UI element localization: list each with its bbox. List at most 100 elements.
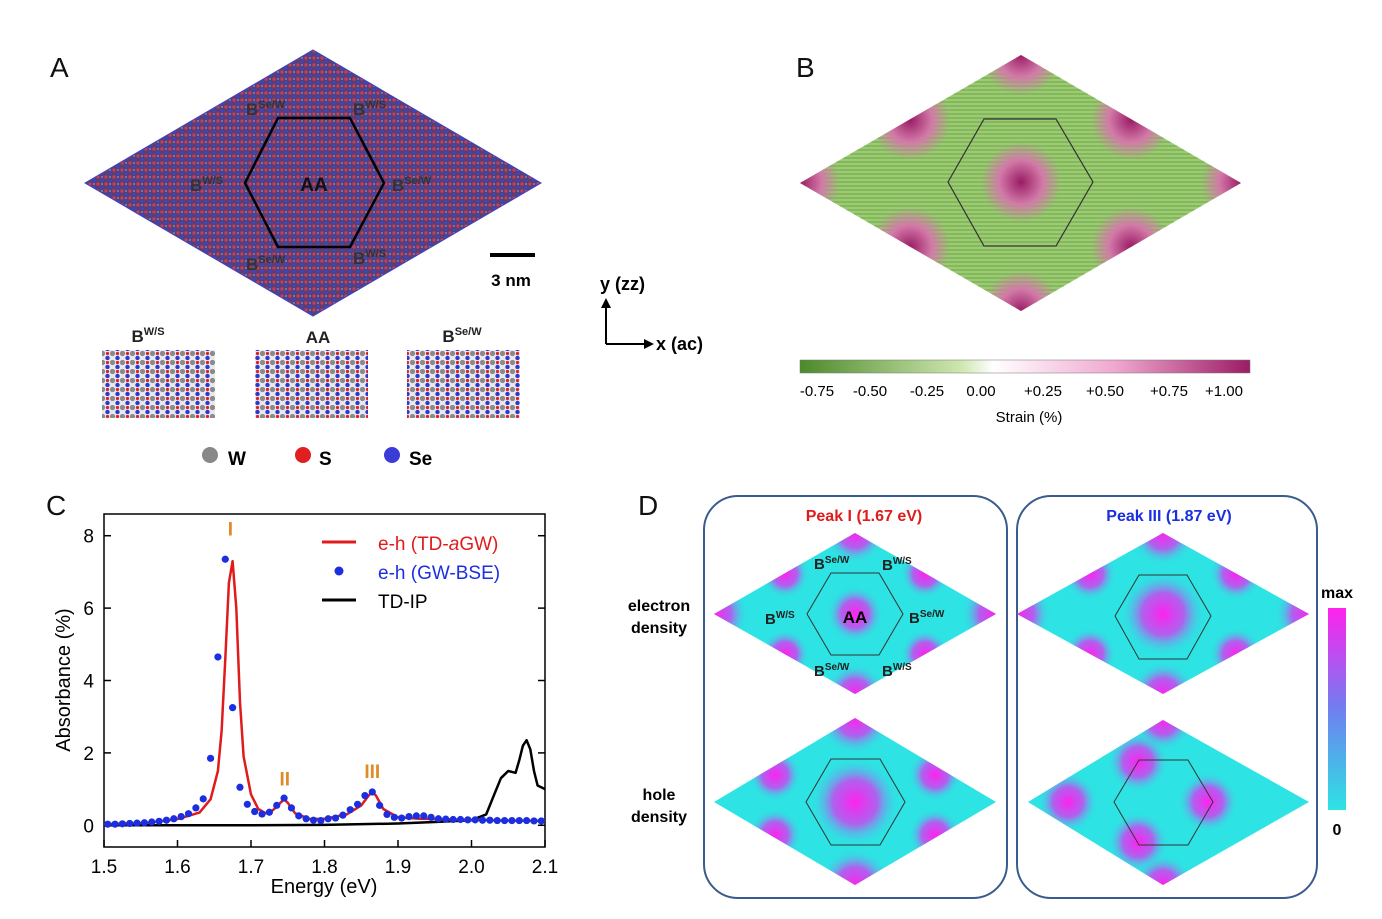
legend-dot-s	[295, 447, 311, 463]
x-tick-label: 1.7	[238, 857, 264, 878]
d-site-right: BSe/W	[909, 609, 945, 627]
series-point-gwbse	[464, 816, 472, 824]
hexagon-hole-peak-i	[805, 758, 906, 846]
d-site-bottom-left: BSe/W	[814, 662, 850, 680]
series-line-tdip	[104, 738, 546, 827]
strain-colorbar-label: Strain (%)	[996, 409, 1063, 426]
x-tick-label: 1.8	[311, 857, 337, 878]
density-colorbar	[1328, 608, 1346, 810]
series-point-gwbse	[251, 807, 259, 816]
series-point-gwbse	[420, 812, 428, 820]
series-point-gwbse	[383, 810, 391, 819]
series-point-gwbse	[471, 816, 479, 824]
peak-i-frame	[703, 495, 1008, 899]
chart-ylabel: Absorbance (%)	[53, 608, 75, 751]
series-point-gwbse	[148, 818, 156, 826]
strain-map-figure: -0.75 -0.50 -0.25 0.00 +0.25 +0.50 +0.75…	[799, 55, 1251, 426]
series-point-gwbse	[221, 555, 229, 563]
series-point-gwbse	[331, 814, 340, 822]
axis-x-label: x (ac)	[656, 334, 703, 354]
inset-structure-aa	[255, 350, 368, 418]
series-point-gwbse	[486, 816, 494, 824]
y-tick-label: 8	[83, 527, 94, 548]
row-label-electron-1: electron	[628, 598, 690, 615]
series-point-gwbse	[265, 808, 273, 816]
series-point-gwbse	[442, 815, 450, 823]
series-point-gwbse	[412, 812, 420, 820]
series-point-gwbse	[537, 817, 545, 825]
row-label-hole-2: density	[631, 809, 687, 826]
series-point-gwbse	[243, 800, 251, 808]
peak-iii-title: Peak III (1.87 eV)	[1106, 508, 1231, 525]
x-tick-label: 1.6	[164, 857, 190, 878]
moire-lattice-figure: AA BSe/W BW/S BW/S BSe/W BSe/W BW/S 3 nm…	[84, 49, 542, 470]
strain-tick-6: +0.75	[1150, 383, 1188, 400]
legend-label-s: S	[319, 449, 332, 470]
panel-label-d: D	[638, 490, 659, 521]
strain-tick-1: -0.50	[853, 383, 887, 400]
strain-tick-0: -0.75	[800, 383, 834, 400]
series-point-gwbse	[449, 815, 457, 824]
inset-structure-sew	[407, 350, 520, 418]
moire-hexagon	[243, 116, 386, 249]
axis-y-label: y (zz)	[600, 274, 645, 294]
peak-annotation: III	[364, 762, 380, 783]
strain-hexagon	[947, 118, 1094, 247]
series-point-gwbse	[523, 816, 531, 825]
x-tick-label: 2.1	[532, 857, 558, 878]
series-point-gwbse	[456, 815, 465, 824]
hexagon-electron-peak-i	[806, 572, 904, 656]
series-point-gwbse	[508, 816, 516, 825]
d-site-aa: AA	[843, 608, 868, 627]
panel-label-b: B	[796, 52, 815, 83]
series-point-gwbse	[236, 783, 244, 791]
legend-label-w: W	[228, 449, 246, 470]
series-point-gwbse	[530, 817, 538, 825]
series-point-gwbse	[170, 815, 178, 823]
legend-label-gwbse: e-h (GW-BSE)	[378, 563, 500, 584]
series-point-gwbse	[192, 804, 200, 812]
row-label-hole-1: hole	[643, 787, 676, 804]
series-point-gwbse	[229, 704, 237, 712]
series-point-gwbse	[214, 653, 222, 661]
panel-label-a: A	[50, 52, 69, 83]
series-point-gwbse	[273, 801, 281, 809]
map-hole-peak-iii	[1028, 720, 1309, 885]
series-point-gwbse	[493, 816, 501, 825]
inset-label-aa: AA	[306, 328, 331, 347]
y-tick-label: 0	[83, 816, 94, 837]
hexagon-hole-peak-iii	[1113, 759, 1214, 846]
chart-xlabel: Energy (eV)	[271, 876, 378, 898]
series-point-gwbse	[317, 816, 325, 825]
series-point-gwbse	[390, 813, 398, 821]
moire-supercell	[84, 49, 542, 317]
series-point-gwbse	[133, 819, 141, 827]
density-maps-figure: Peak I (1.67 eV) Peak III (1.87 eV) elec…	[628, 495, 1353, 899]
site-label-top-right: BW/S	[353, 99, 386, 119]
scale-bar-label: 3 nm	[491, 271, 531, 290]
y-tick-label: 6	[83, 599, 94, 620]
legend-dot-se	[384, 447, 400, 463]
series-point-gwbse	[376, 801, 384, 809]
y-tick-label: 2	[83, 744, 94, 765]
series-point-gwbse	[309, 816, 318, 824]
legend-dot-gwbse	[334, 566, 344, 576]
series-point-gwbse	[177, 812, 185, 821]
series-point-gwbse	[287, 804, 296, 812]
series-point-gwbse	[405, 812, 413, 821]
inset-label-sew: BSe/W	[442, 326, 482, 346]
series-point-gwbse	[339, 811, 347, 819]
series-point-gwbse	[361, 792, 369, 800]
series-point-gwbse	[515, 816, 523, 825]
series-point-gwbse	[199, 795, 207, 803]
peak-i-title: Peak I (1.67 eV)	[806, 508, 923, 525]
x-tick-label: 1.5	[91, 857, 117, 878]
series-point-gwbse	[206, 754, 215, 762]
series-point-gwbse	[295, 812, 303, 820]
site-label-top-left: BSe/W	[246, 99, 286, 119]
peak-annotation: II	[280, 769, 291, 790]
d-site-top-right: BW/S	[882, 556, 912, 574]
strain-tick-2: -0.25	[910, 383, 944, 400]
density-colorbar-min: 0	[1333, 822, 1342, 839]
